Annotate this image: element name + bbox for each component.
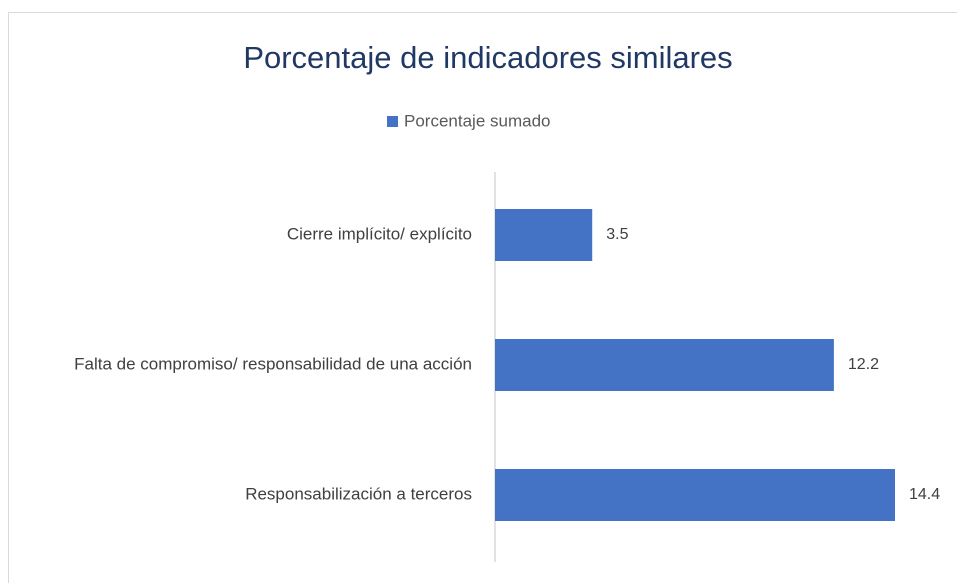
bar — [495, 469, 895, 521]
bar — [495, 209, 593, 261]
chart-title: Porcentaje de indicadores similares — [243, 40, 732, 75]
legend-swatch — [387, 116, 398, 127]
data-label: 14.4 — [909, 486, 940, 503]
data-label: 3.5 — [606, 226, 628, 243]
legend-label: Porcentaje sumado — [404, 111, 550, 130]
y-tick-label: Cierre implícito/ explícito — [287, 224, 472, 243]
y-tick-label: Falta de compromiso/ responsabilidad de … — [74, 354, 472, 373]
bar — [495, 339, 834, 391]
data-label: 12.2 — [848, 356, 879, 373]
y-tick-label: Responsabilización a terceros — [245, 484, 472, 503]
